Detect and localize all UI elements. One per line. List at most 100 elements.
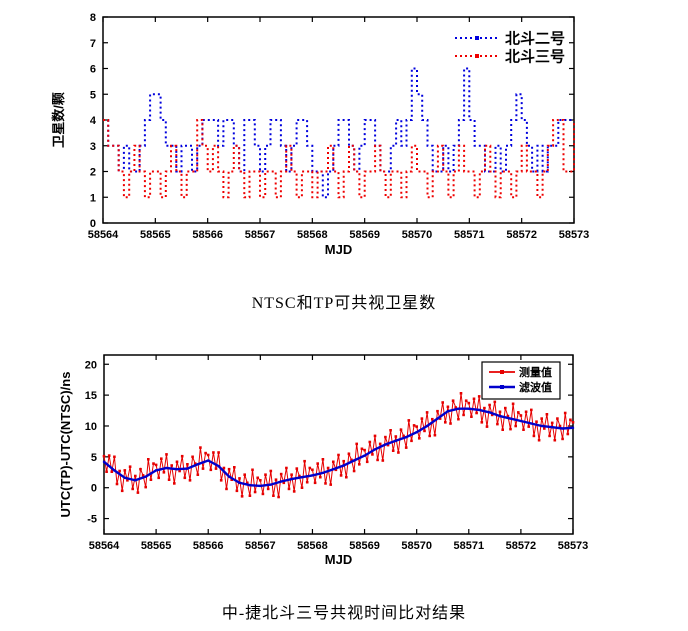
measured-series-marker [548, 434, 551, 438]
filtered-series-marker [519, 419, 522, 423]
y-tick-label: 10 [85, 421, 97, 433]
filtered-series-marker [561, 427, 564, 430]
measured-series-marker [404, 446, 408, 449]
filtered-series-marker [280, 480, 283, 483]
measured-series-marker [342, 459, 345, 463]
measured-series-marker [334, 468, 338, 472]
legend-label: 北斗二号 [505, 30, 565, 47]
measured-series-marker [175, 460, 179, 464]
measured-series-marker [277, 495, 280, 499]
measured-series-marker [365, 460, 369, 464]
measured-series-marker [173, 482, 176, 485]
measured-series-marker [350, 458, 353, 462]
measured-series-marker [399, 428, 403, 431]
measured-series-marker [509, 427, 512, 431]
measured-series-marker [501, 428, 504, 431]
satellite-count-chart: 58564 58565 58566 58567 58568 58569 58570 58571… [51, 12, 590, 257]
measured-series-marker [120, 489, 124, 493]
filtered-series-marker [488, 411, 491, 414]
measured-series-marker [438, 417, 442, 420]
measured-series-marker [475, 411, 478, 415]
filtered-series-marker [498, 415, 502, 418]
measured-series-marker [527, 425, 530, 428]
x-tick-label: 58568 [297, 229, 328, 241]
x-tick-label: 58572 [506, 229, 537, 241]
measured-series-marker [446, 405, 450, 409]
measured-series-marker [274, 478, 278, 481]
filtered-series-marker [467, 407, 470, 410]
measured-series-marker [412, 424, 416, 427]
measured-series-marker [329, 483, 332, 486]
measured-series-marker [420, 417, 424, 420]
measured-series-marker [550, 421, 554, 425]
filtered-series-marker [384, 443, 387, 446]
filtered-series-marker [321, 471, 324, 474]
measured-series-marker [553, 438, 557, 442]
measured-series-marker [282, 481, 286, 485]
measured-series-marker [126, 479, 129, 482]
measured-series-marker [180, 454, 184, 458]
filtered-series-marker [426, 424, 429, 428]
measured-series-marker [386, 443, 390, 447]
measured-series-marker [384, 435, 387, 439]
filtered-series-marker [123, 476, 126, 479]
measured-series-marker [113, 455, 116, 459]
measured-series-marker [545, 413, 549, 416]
filtered-series-marker [457, 407, 460, 410]
measured-series-marker [339, 474, 343, 477]
measured-series-marker [571, 421, 575, 424]
measured-series-marker [444, 421, 447, 424]
measured-series-marker [376, 458, 379, 462]
filtered-series-marker [446, 410, 449, 413]
measured-series-marker [378, 442, 382, 446]
measured-series-marker [358, 463, 361, 466]
filtered-series-marker [363, 454, 366, 457]
y-tick-label: 4 [90, 115, 97, 127]
measured-series-marker [326, 466, 330, 470]
filtered-series-marker [113, 469, 116, 472]
x-tick-label: 58570 [401, 540, 432, 552]
filtered-series-marker [290, 478, 293, 481]
measured-series-marker [498, 410, 502, 414]
measured-series-marker [303, 459, 306, 463]
measured-series-marker [167, 478, 171, 481]
measured-series-marker [345, 475, 348, 479]
x-tick-label: 58572 [506, 540, 537, 552]
measured-series-marker [371, 453, 374, 456]
measured-series-marker [394, 435, 398, 438]
legend-marker [500, 385, 504, 389]
measured-series-marker [292, 490, 296, 493]
x-tick-label: 58573 [559, 229, 590, 241]
x-tick-label: 58569 [349, 540, 380, 552]
measured-series-marker [222, 466, 226, 470]
measured-series-marker [514, 424, 517, 428]
filtered-series-marker [155, 469, 158, 472]
y-tick-label: 0 [90, 218, 96, 230]
measured-series-marker [272, 494, 275, 497]
y-tick-label: 3 [90, 141, 96, 153]
measured-series-marker [118, 469, 121, 473]
measured-series-marker [391, 449, 395, 452]
legend-box [481, 361, 561, 400]
legend-label: 北斗三号 [505, 48, 565, 65]
measured-series-marker [423, 429, 426, 433]
measured-series-marker [206, 453, 210, 457]
measured-series-marker [496, 422, 499, 426]
measured-series-marker [425, 411, 429, 414]
filtered-series-marker [415, 431, 418, 434]
y-axis-label: 卫星数/颗 [51, 92, 66, 148]
measured-series-marker [467, 401, 471, 405]
measured-series-marker [248, 494, 252, 497]
legend-marker [475, 54, 479, 58]
measured-series-marker [563, 411, 567, 415]
filtered-series-marker [217, 465, 220, 468]
measured-series-marker [459, 392, 463, 395]
measured-series-marker [517, 411, 520, 414]
measured-series-marker [561, 437, 564, 441]
measured-series-marker [537, 438, 541, 442]
measured-series-marker [227, 467, 231, 471]
measured-series-marker [165, 453, 168, 456]
measured-series-marker [305, 480, 309, 484]
filtered-series-marker [530, 422, 533, 425]
measured-series-marker [355, 442, 358, 446]
